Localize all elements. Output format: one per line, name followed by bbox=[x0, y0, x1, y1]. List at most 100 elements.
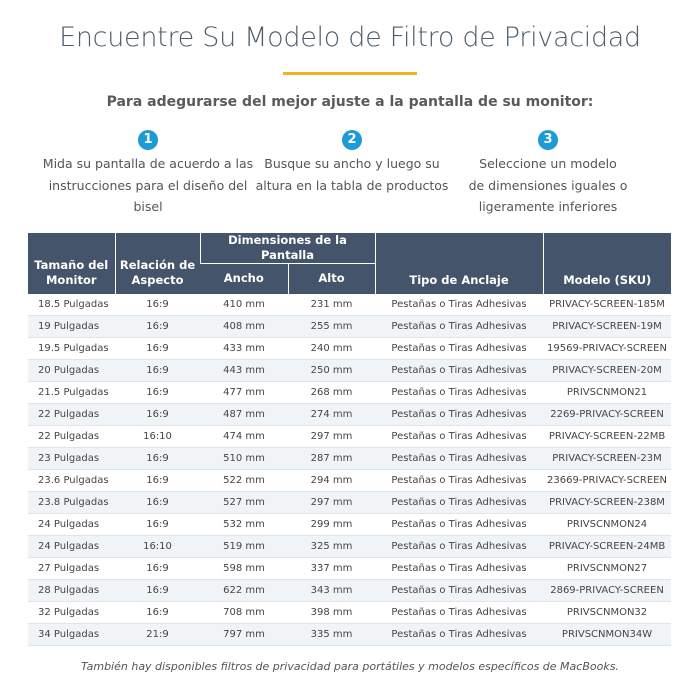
step-text: instrucciones para el diseño del bbox=[48, 177, 248, 193]
table-cell: 19 Pulgadas bbox=[28, 315, 115, 338]
table-row: 27 Pulgadas 16:9 598 mm 337 mm Pestañas o Ti… bbox=[28, 557, 672, 580]
table-row: 23.8 Pulgadas 16:9 527 mm 297 mm Pestañas o … bbox=[28, 491, 672, 514]
table-row: 19.5 Pulgadas 16:9 433 mm 240 mm Pestañas o … bbox=[28, 337, 672, 360]
table-cell: 18.5 Pulgadas bbox=[28, 293, 115, 316]
table-row: 18.5 Pulgadas 16:9 410 mm 231 mm Pestañas o … bbox=[28, 293, 672, 316]
table-cell: 22 Pulgadas bbox=[28, 403, 115, 426]
table-cell: 16:9 bbox=[115, 337, 200, 360]
table-cell: 16:10 bbox=[115, 535, 200, 558]
table-row: 28 Pulgadas 16:9 622 mm 343 mm Pestañas o Ti… bbox=[28, 579, 672, 602]
table-cell: 522 mm bbox=[200, 469, 288, 492]
step: 1 Mida su pantalla de acuerdo a las instru… bbox=[38, 130, 258, 218]
table-cell: 23.6 Pulgadas bbox=[28, 469, 115, 492]
table-cell: 532 mm bbox=[200, 513, 288, 536]
table-cell: Pestañas o Tiras Adhesivas bbox=[375, 557, 544, 580]
table-cell: 337 mm bbox=[288, 557, 376, 580]
table-cell: 16:9 bbox=[115, 579, 200, 602]
table-row: 21.5 Pulgadas 16:9 477 mm 268 mm Pestañas o … bbox=[28, 381, 672, 404]
header-cell: Relación de Aspecto bbox=[114, 233, 200, 294]
table-cell: Pestañas o Tiras Adhesivas bbox=[375, 469, 544, 492]
table-cell: 487 mm bbox=[200, 403, 288, 426]
table-cell: PRIVACY-SCREEN-238M bbox=[543, 491, 672, 514]
product-table: Tamaño del Monitor Relación de Aspecto D… bbox=[28, 233, 672, 646]
table-cell: PRIVACY-SCREEN-23M bbox=[543, 447, 672, 470]
table-cell: 240 mm bbox=[288, 337, 376, 360]
table-row: 20 Pulgadas 16:9 443 mm 250 mm Pestañas o Ti… bbox=[28, 359, 672, 382]
table-cell: 268 mm bbox=[288, 381, 376, 404]
table-cell: 510 mm bbox=[200, 447, 288, 470]
table-cell: PRIVSCNMON27 bbox=[543, 557, 672, 580]
table-cell: 16:9 bbox=[115, 557, 200, 580]
table-body: 18.5 Pulgadas 16:9 410 mm 231 mm Pestañas o … bbox=[28, 293, 672, 646]
table-cell: 16:9 bbox=[115, 381, 200, 404]
header-cell: Tipo de Anclaje bbox=[374, 233, 544, 294]
table-cell: 24 Pulgadas bbox=[28, 513, 115, 536]
table-row: 24 Pulgadas 16:10 519 mm 325 mm Pestañas o T… bbox=[28, 535, 672, 558]
table-cell: 23669-PRIVACY-SCREEN bbox=[543, 469, 672, 492]
table-cell: Pestañas o Tiras Adhesivas bbox=[375, 403, 544, 426]
step: 3 Seleccione un modelo de dimensiones igua… bbox=[438, 130, 658, 218]
table-cell: 16:9 bbox=[115, 601, 200, 624]
header-cell: Dimensiones de la Pantalla bbox=[199, 233, 376, 264]
table-row: 22 Pulgadas 16:9 487 mm 274 mm Pestañas o Ti… bbox=[28, 403, 672, 426]
table-cell: 255 mm bbox=[288, 315, 376, 338]
table-cell: 527 mm bbox=[200, 491, 288, 514]
table-cell: PRIVACY-SCREEN-22MB bbox=[543, 425, 672, 448]
table-cell: Pestañas o Tiras Adhesivas bbox=[375, 513, 544, 536]
step-number: 3 bbox=[538, 130, 558, 150]
table-cell: 398 mm bbox=[288, 601, 376, 624]
table-cell: 16:9 bbox=[115, 293, 200, 316]
step-number: 1 bbox=[138, 130, 158, 150]
table-cell: 433 mm bbox=[200, 337, 288, 360]
table-cell: 408 mm bbox=[200, 315, 288, 338]
table-cell: Pestañas o Tiras Adhesivas bbox=[375, 337, 544, 360]
step-text: ligeramente inferiores bbox=[478, 199, 618, 214]
table-cell: PRIVACY-SCREEN-19M bbox=[543, 315, 672, 338]
table-cell: 294 mm bbox=[288, 469, 376, 492]
table-cell: 16:9 bbox=[115, 359, 200, 382]
table-cell: 443 mm bbox=[200, 359, 288, 382]
table-cell: 231 mm bbox=[288, 293, 376, 316]
subtitle: Para adegurarse del mejor ajuste a la pa… bbox=[106, 94, 594, 110]
table-cell: Pestañas o Tiras Adhesivas bbox=[375, 623, 544, 646]
table-cell: 16:9 bbox=[115, 513, 200, 536]
table-cell: 16:9 bbox=[115, 469, 200, 492]
table-cell: 477 mm bbox=[200, 381, 288, 404]
table-cell: 2869-PRIVACY-SCREEN bbox=[543, 579, 672, 602]
table-cell: 32 Pulgadas bbox=[28, 601, 115, 624]
table-row: 22 Pulgadas 16:10 474 mm 297 mm Pestañas o T… bbox=[28, 425, 672, 448]
table-cell: 250 mm bbox=[288, 359, 376, 382]
table-row: 24 Pulgadas 16:9 532 mm 299 mm Pestañas o Ti… bbox=[28, 513, 672, 536]
header-cell: Alto bbox=[287, 263, 376, 294]
table-cell: 2269-PRIVACY-SCREEN bbox=[543, 403, 672, 426]
step-text: de dimensiones iguales o bbox=[468, 177, 628, 193]
table-cell: 19.5 Pulgadas bbox=[28, 337, 115, 360]
table-row: 32 Pulgadas 16:9 708 mm 398 mm Pestañas o Ti… bbox=[28, 601, 672, 624]
table-cell: 297 mm bbox=[288, 491, 376, 514]
header-cell: Ancho bbox=[200, 263, 288, 294]
table-cell: 474 mm bbox=[200, 425, 288, 448]
table-cell: 24 Pulgadas bbox=[28, 535, 115, 558]
table-cell: 19569-PRIVACY-SCREEN bbox=[543, 337, 672, 360]
table-row: 34 Pulgadas 21:9 797 mm 335 mm Pestañas o Ti… bbox=[28, 623, 672, 646]
table-cell: PRIVSCNMON32 bbox=[543, 601, 672, 624]
step-text: Seleccione un modelo bbox=[479, 156, 617, 171]
table-cell: 23.8 Pulgadas bbox=[28, 491, 115, 514]
table-cell: 287 mm bbox=[288, 447, 376, 470]
header-cell: Tamaño del Monitor bbox=[28, 233, 115, 294]
table-cell: PRIVACY-SCREEN-185M bbox=[543, 293, 672, 316]
step-text: bisel bbox=[133, 199, 163, 214]
table-cell: 708 mm bbox=[200, 601, 288, 624]
table-cell: PRIVSCNMON34W bbox=[543, 623, 672, 646]
table-cell: Pestañas o Tiras Adhesivas bbox=[375, 601, 544, 624]
title: Encuentre Su Modelo de Filtro de Privaci… bbox=[59, 22, 641, 53]
table-cell: 27 Pulgadas bbox=[28, 557, 115, 580]
table-cell: 16:9 bbox=[115, 491, 200, 514]
table-cell: 21:9 bbox=[115, 623, 200, 646]
table-cell: PRIVACY-SCREEN-24MB bbox=[543, 535, 672, 558]
table-cell: 16:9 bbox=[115, 403, 200, 426]
table-cell: 410 mm bbox=[200, 293, 288, 316]
table-cell: Pestañas o Tiras Adhesivas bbox=[375, 447, 544, 470]
table-cell: 23 Pulgadas bbox=[28, 447, 115, 470]
